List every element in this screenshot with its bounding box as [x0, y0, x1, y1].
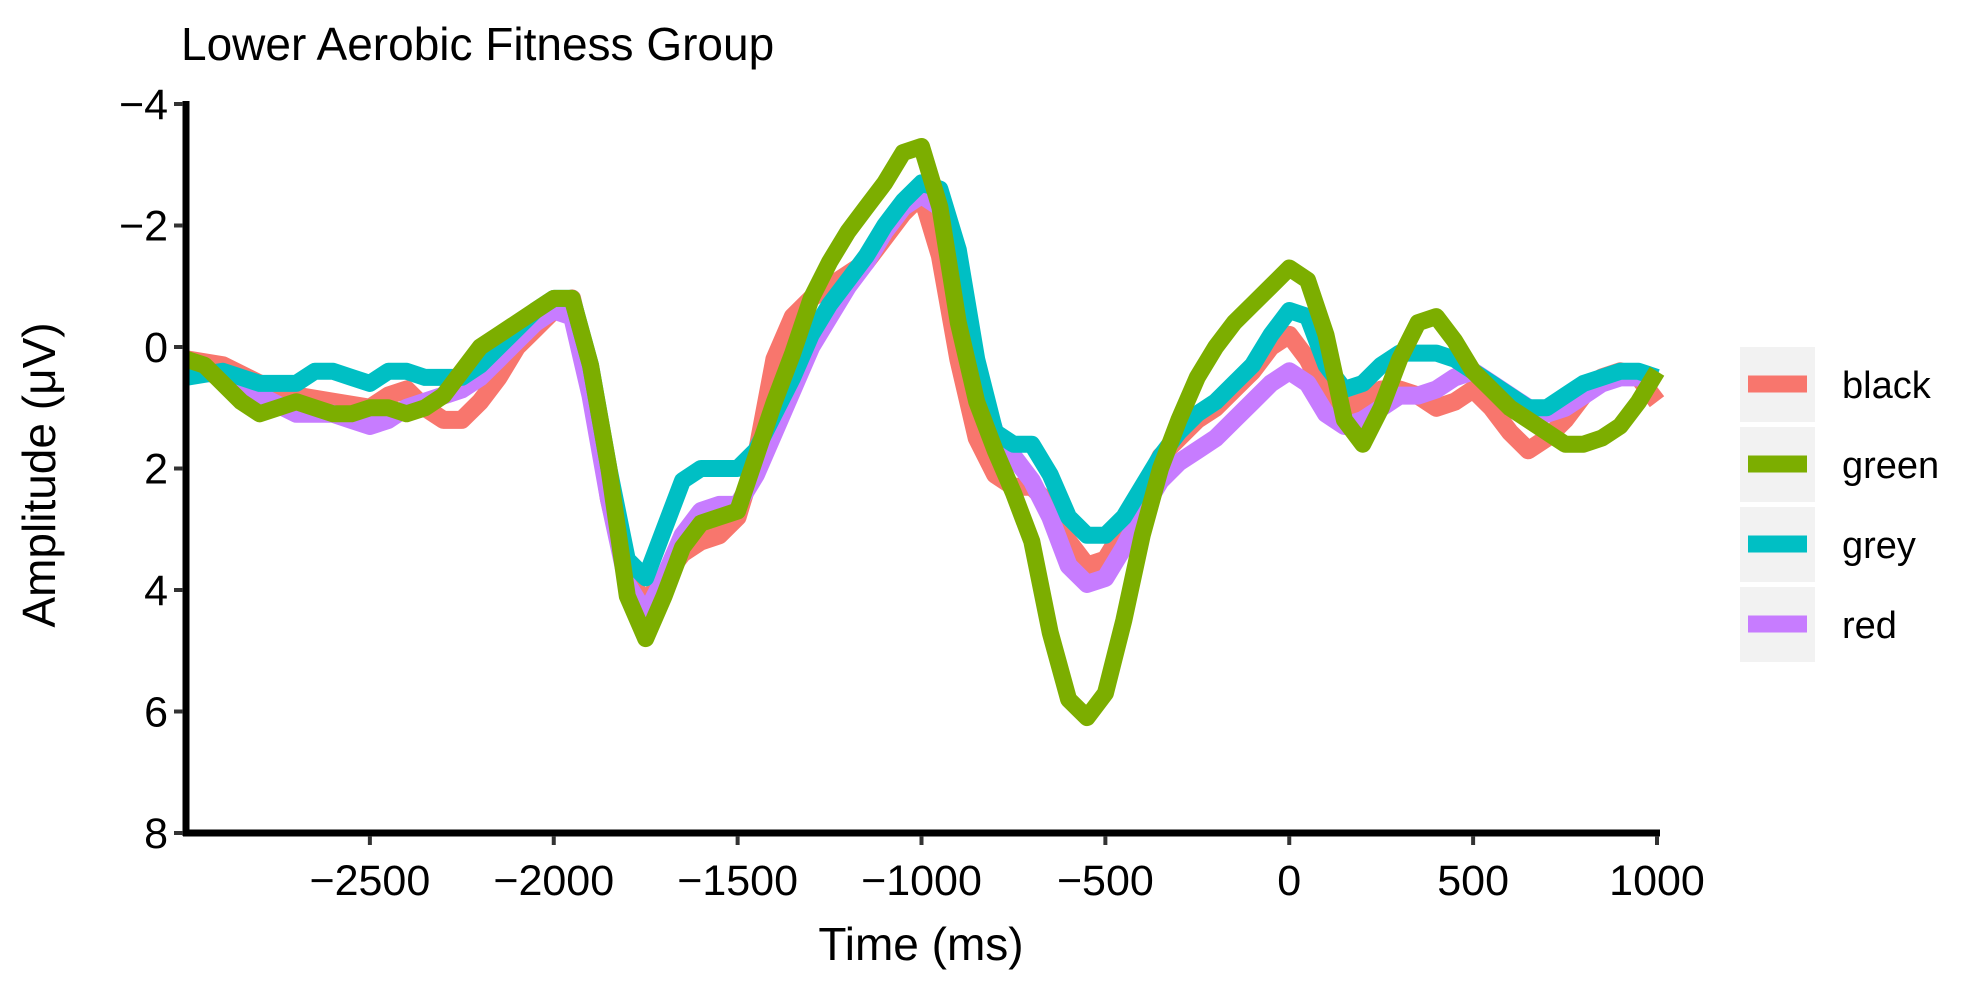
y-tick-label: −2: [119, 203, 168, 251]
chart-title: Lower Aerobic Fitness Group: [181, 18, 774, 70]
axes: −4 −2 0 2 4 6 8 −2500 −2000 −1500 −1000 −500 0 500 100…: [119, 81, 1705, 905]
x-tick-label: −2500: [309, 857, 430, 905]
x-tick-label: −1000: [861, 857, 982, 905]
plot-area: [183, 138, 1665, 727]
series-line-green: [183, 138, 1665, 727]
legend-label-red: red: [1842, 605, 1897, 647]
y-axis-label: Amplitude (μV): [13, 322, 65, 627]
x-tick-label: −1500: [677, 857, 798, 905]
legend: black green grey red: [1740, 347, 1939, 662]
y-tick-label: 2: [144, 446, 168, 494]
legend-label-green: green: [1842, 445, 1939, 487]
x-tick-label: −500: [1057, 857, 1154, 905]
y-tick-label: 8: [144, 810, 168, 858]
x-axis-label: Time (ms): [818, 918, 1023, 970]
y-tick-label: −4: [119, 81, 168, 129]
x-tick-label: 500: [1437, 857, 1509, 905]
y-tick-label: 4: [144, 567, 168, 615]
y-tick-label: 6: [144, 689, 168, 737]
x-tick-label: 0: [1277, 857, 1301, 905]
y-tick-label: 0: [144, 324, 168, 372]
legend-label-grey: grey: [1842, 525, 1916, 567]
legend-label-black: black: [1842, 365, 1932, 407]
x-tick-label: 1000: [1609, 857, 1705, 905]
x-tick-label: −2000: [493, 857, 614, 905]
